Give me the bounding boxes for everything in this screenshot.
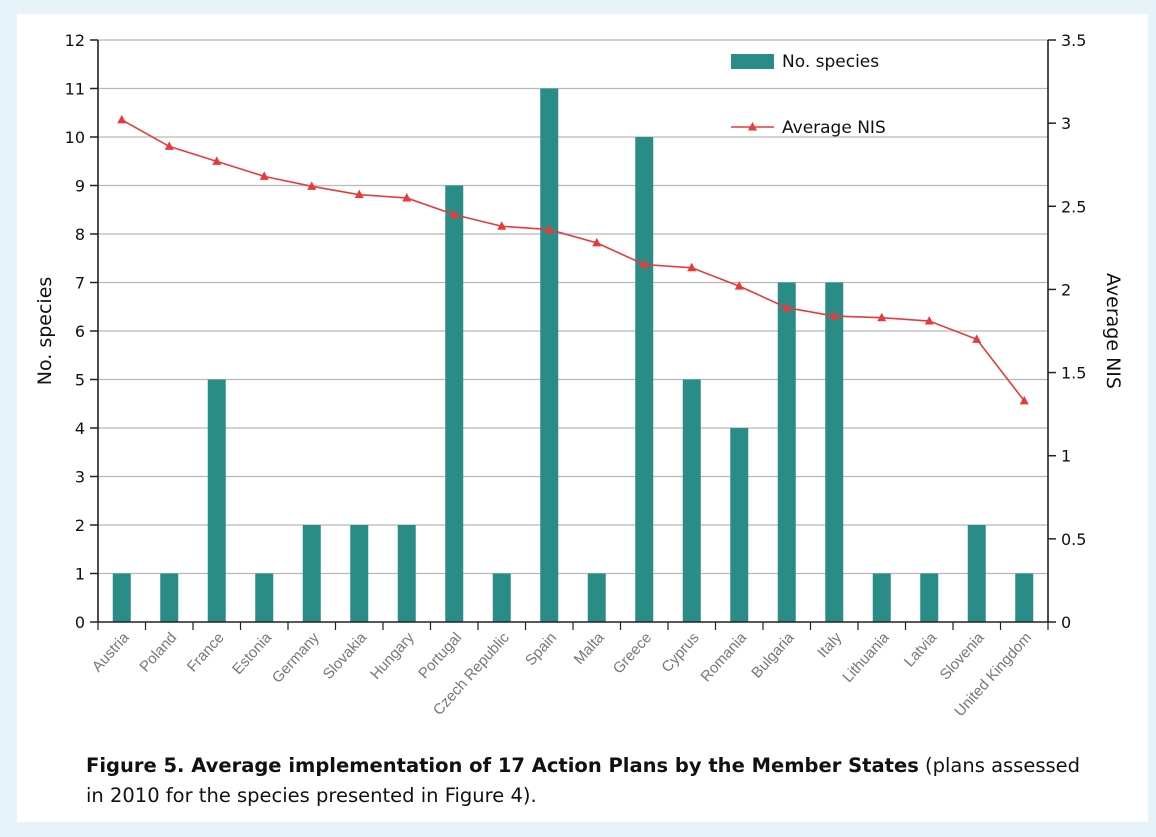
y-tick-label: 12 (65, 31, 85, 50)
x-tick-label: Lithuania (839, 629, 893, 686)
x-tick-label: Latvia (901, 629, 941, 671)
y2-tick-label: 1.5 (1061, 364, 1086, 383)
line-point (829, 311, 839, 320)
caption-title: Figure 5. Average implementation of 17 A… (86, 754, 919, 777)
y-axis-title: No. species (34, 277, 56, 386)
x-tick-label: Poland (136, 629, 180, 675)
bar (160, 573, 179, 622)
y2-tick-label: 1 (1061, 447, 1071, 466)
bar (492, 573, 511, 622)
y-tick-label: 1 (75, 565, 85, 584)
line-point (449, 209, 459, 219)
bar (397, 525, 416, 622)
bar (587, 573, 606, 622)
y-tick-label: 3 (75, 468, 85, 487)
y-tick-label: 5 (75, 371, 85, 390)
line-point (687, 262, 697, 272)
x-tick-label: Estonia (229, 629, 276, 678)
line-point (354, 189, 364, 199)
bar (350, 525, 369, 622)
y-tick-label: 4 (75, 419, 85, 438)
bar (1015, 573, 1034, 622)
y2-tick-label: 0 (1061, 613, 1071, 632)
line-point (972, 334, 982, 343)
x-tick-label: Cyprus (658, 629, 702, 676)
y2-tick-label: 3 (1061, 114, 1071, 133)
caption-text: (plans assessed in 2010 for the species … (86, 754, 1081, 807)
y-tick-label: 10 (65, 128, 85, 147)
line-point (307, 181, 317, 190)
y-tick-label: 6 (75, 322, 85, 341)
line-series (121, 119, 1025, 402)
x-tick-label: Hungary (367, 629, 418, 683)
legend-swatch-bar (731, 54, 774, 69)
figure-caption: Figure 5. Average implementation of 17 A… (86, 751, 1086, 811)
line-point (497, 221, 507, 230)
y2-tick-label: 0.5 (1061, 530, 1086, 549)
bar (635, 137, 654, 622)
x-tick-label: Italy (814, 629, 845, 661)
line-point (117, 114, 127, 124)
y2-tick-label: 2.5 (1061, 197, 1086, 216)
x-tick-label: Bulgaria (748, 629, 798, 682)
y2-tick-label: 2 (1061, 280, 1071, 299)
bar (540, 88, 559, 622)
bar (872, 573, 891, 622)
line-point (782, 302, 792, 312)
line-point (639, 259, 649, 268)
line-point (164, 141, 174, 150)
figure-card: 0 1 2 3 4 5 6 7 8 9 10 11 12 0 0.5 1 1.5 2 2.5 3 3.5 Austria P… (17, 14, 1148, 822)
bar (682, 379, 701, 622)
x-tick-label: France (184, 629, 228, 675)
y-tick-label: 9 (75, 177, 85, 196)
x-tick-label: Austria (89, 629, 133, 676)
bar (112, 573, 131, 622)
y-tick-label: 0 (75, 613, 85, 632)
bar (967, 525, 986, 622)
bar (730, 428, 749, 622)
line-point (544, 224, 554, 234)
line-point (212, 156, 222, 165)
line-point (1019, 395, 1029, 405)
line-point (592, 237, 602, 247)
line-point (402, 192, 412, 202)
x-tick-label: Germany (269, 629, 323, 687)
line-point (877, 312, 887, 322)
y-tick-label: 11 (65, 80, 85, 99)
x-tick-label: Spain (522, 629, 560, 669)
bar (207, 379, 226, 622)
y-tick-label: 7 (75, 274, 85, 293)
x-tick-label: Greece (610, 629, 656, 677)
legend-swatch-marker (748, 122, 757, 131)
bar (445, 185, 464, 622)
y2-axis-title: Average NIS (1102, 273, 1124, 389)
x-tick-label: Malta (571, 629, 609, 668)
bar (777, 282, 796, 622)
y2-tick-label: 3.5 (1061, 31, 1086, 50)
line-point (734, 281, 744, 290)
bar (825, 282, 844, 622)
x-tick-label: Portugal (415, 629, 465, 682)
line-point (924, 316, 934, 325)
bar (302, 525, 321, 622)
bar (920, 573, 939, 622)
y-tick-label: 2 (75, 516, 85, 535)
y-tick-label: 8 (75, 225, 85, 244)
legend-label-species: No. species (782, 52, 879, 72)
bar (255, 573, 274, 622)
x-tick-label: Slovakia (320, 629, 371, 683)
line-point (259, 171, 269, 180)
x-tick-label: Romania (697, 629, 750, 685)
legend-label-nis: Average NIS (782, 118, 886, 138)
